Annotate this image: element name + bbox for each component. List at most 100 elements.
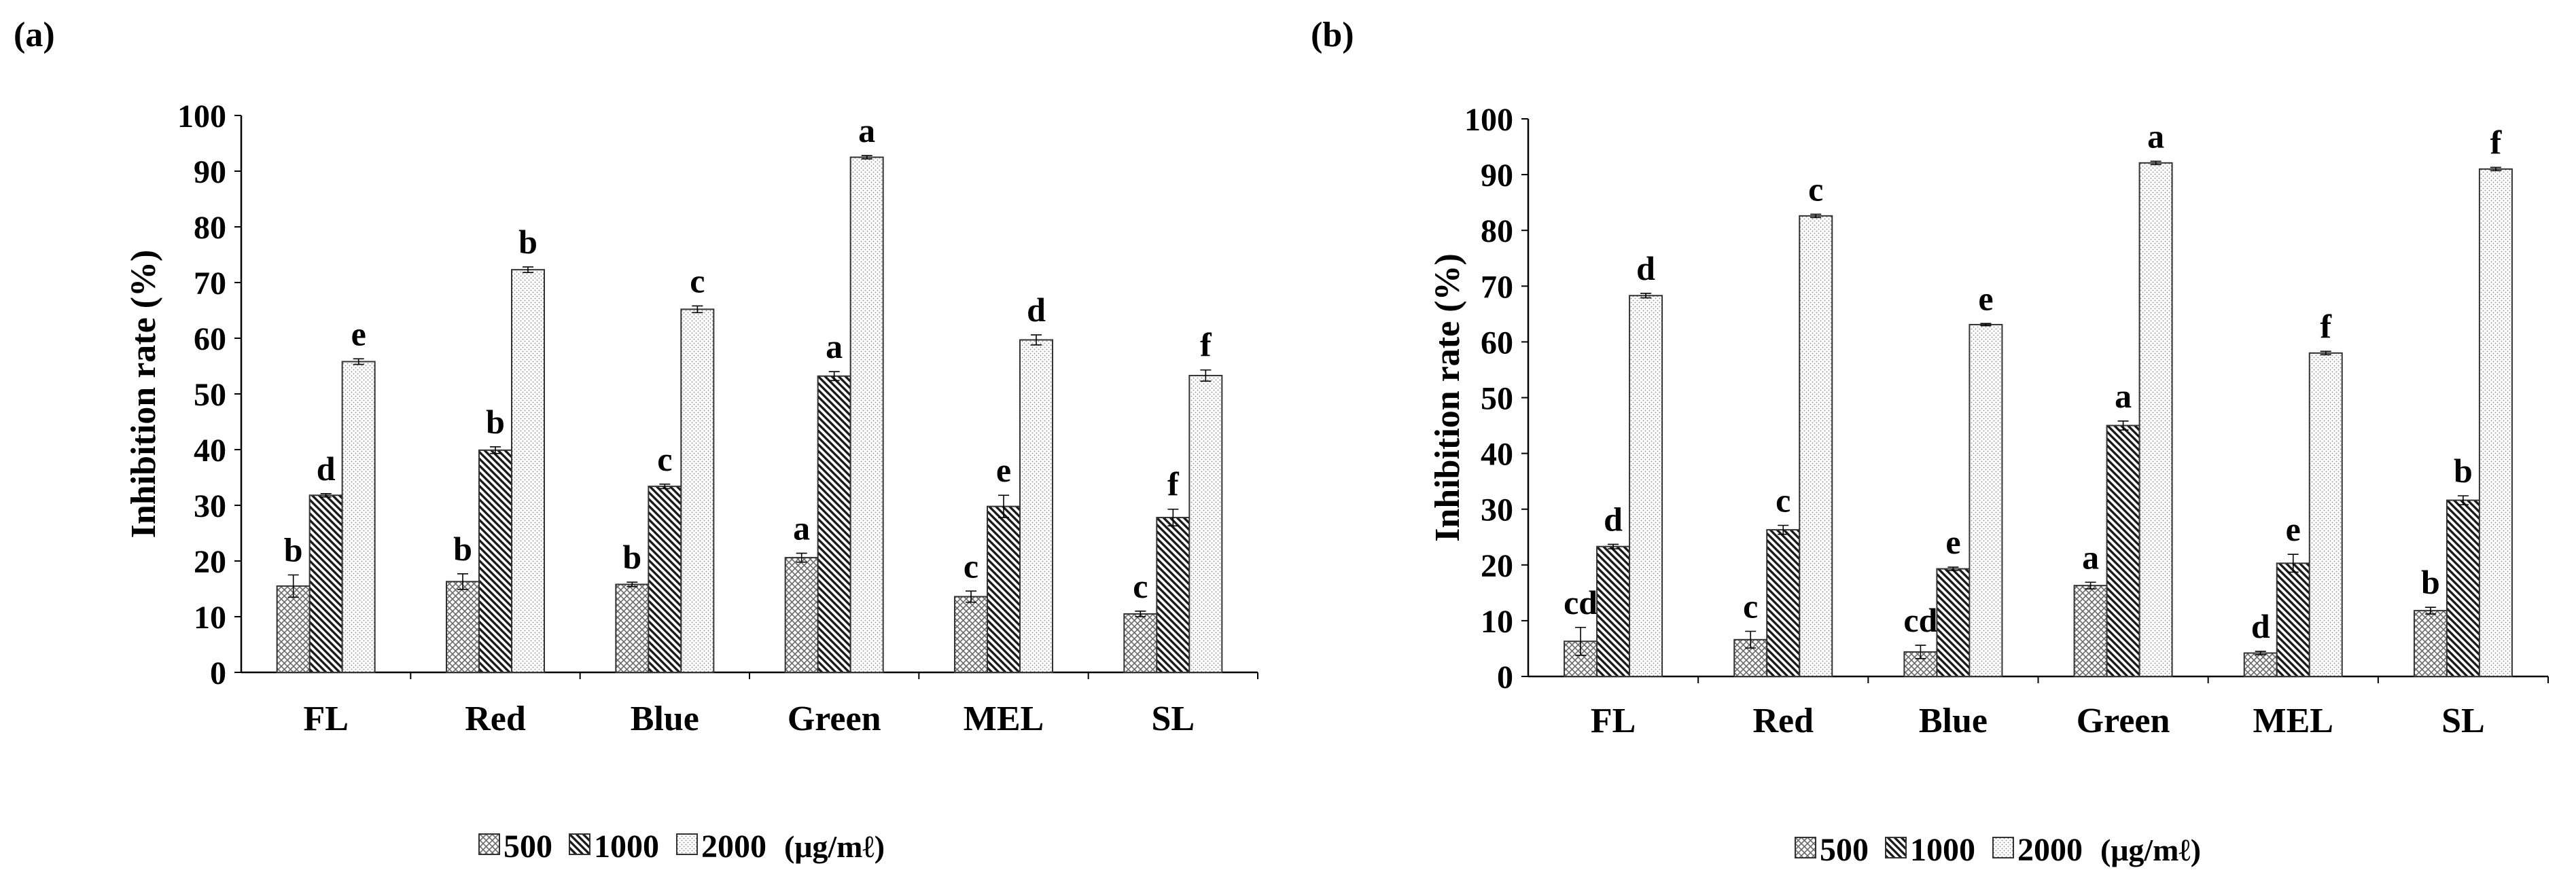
y-tick-label: 10 xyxy=(1481,604,1513,640)
significance-letter: c xyxy=(657,440,672,478)
bar-500 xyxy=(954,596,988,673)
significance-letter: e xyxy=(1945,523,1960,561)
bar-500 xyxy=(276,585,311,674)
x-category-label: MEL xyxy=(2253,702,2333,740)
x-category-label: Red xyxy=(465,700,526,738)
bar-1000 xyxy=(2276,562,2310,677)
y-tick-label: 0 xyxy=(210,655,226,691)
chart-b: Inhibition rate (%) 0 10 20 30 40 50 60 70 80 90 10… xyxy=(1428,102,2549,868)
significance-letter: d xyxy=(2251,607,2270,645)
significance-letter: d xyxy=(1604,500,1623,538)
bar-2000 xyxy=(341,361,376,673)
chart-a: Inhibition rate (%) 0 10 20 30 40 50 60 70 80 90 10… xyxy=(124,98,1258,865)
y-tick-label: 70 xyxy=(1481,269,1513,305)
significance-letter: c xyxy=(1776,482,1790,520)
x-category-label: SL xyxy=(1152,700,1195,738)
y-tick-label: 50 xyxy=(194,377,226,413)
significance-letter: e xyxy=(351,314,366,352)
significance-letter: a xyxy=(2147,117,2164,155)
significance-letter: cd xyxy=(1903,601,1937,639)
significance-letter: e xyxy=(996,451,1011,489)
chart-panel-b: (b) Inhibition rate (%) 0 10 20 30 40 50 60 70 80… xyxy=(1288,0,2575,884)
y-tick-label: 100 xyxy=(1464,102,1513,138)
y-tick-label: 60 xyxy=(1481,325,1513,361)
legend-unit: (μg/mℓ) xyxy=(784,829,885,864)
bar-1000 xyxy=(817,375,851,673)
x-category-label: Blue xyxy=(631,700,699,738)
y-tick-label: 40 xyxy=(1481,437,1513,473)
bar-2000 xyxy=(2138,162,2173,677)
significance-letter: f xyxy=(1200,326,1212,364)
y-tick-label: 80 xyxy=(1481,213,1513,249)
significance-letter: a xyxy=(793,509,810,547)
y-tick-label: 30 xyxy=(1481,492,1513,528)
significance-letter: a xyxy=(2082,538,2099,576)
legend-swatch-1000 xyxy=(1885,837,1907,858)
significance-letter: d xyxy=(1636,249,1655,287)
bar-2000 xyxy=(849,156,884,673)
bar-2000 xyxy=(1969,323,2003,678)
bar-1000 xyxy=(1596,545,1631,677)
legend-label: 1000 xyxy=(1910,832,1975,868)
bar-2000 xyxy=(1019,339,1053,673)
significance-letter: e xyxy=(1978,279,1993,317)
bar-1000 xyxy=(2106,424,2140,677)
significance-letter: c xyxy=(1743,587,1758,625)
bar-1000 xyxy=(2446,499,2480,678)
y-tick-label: 80 xyxy=(194,210,226,246)
bar-2000 xyxy=(1629,295,1663,677)
bar-2000 xyxy=(511,269,545,673)
legend-label: 2000 xyxy=(701,829,766,865)
y-tick-label: 20 xyxy=(194,544,226,580)
significance-letter: cd xyxy=(1564,583,1598,621)
bar-1000 xyxy=(987,505,1021,674)
significance-letter: f xyxy=(2320,307,2332,345)
bar-1000 xyxy=(648,486,682,673)
y-tick-label: 60 xyxy=(194,321,226,357)
y-tick-label: 10 xyxy=(194,600,226,636)
y-tick-label: 90 xyxy=(1481,158,1513,194)
bar-500 xyxy=(2073,585,2108,677)
significance-letter: b xyxy=(2454,452,2473,490)
legend-label: 500 xyxy=(1820,832,1869,868)
x-category-label: Green xyxy=(2077,702,2170,740)
x-category-label: Blue xyxy=(1919,702,1988,740)
significance-letter: f xyxy=(2490,123,2503,161)
significance-letter: a xyxy=(826,327,843,365)
legend-swatch-2000 xyxy=(1992,837,2014,858)
bar-1000 xyxy=(478,449,512,673)
x-category-label: Red xyxy=(1752,702,1814,740)
legend-swatch-500 xyxy=(1795,837,1816,858)
bar-1000 xyxy=(308,494,343,673)
y-tick-label: 20 xyxy=(1481,548,1513,584)
legend-swatch-2000 xyxy=(676,833,698,855)
legend-label: 1000 xyxy=(594,829,659,865)
bar-500 xyxy=(1123,613,1158,674)
x-category-label: FL xyxy=(1591,702,1636,740)
bar-2000 xyxy=(1799,215,1833,677)
significance-letter: e xyxy=(2286,510,2301,548)
y-tick-label: 70 xyxy=(194,266,226,302)
y-tick-label: 100 xyxy=(177,98,226,134)
significance-letter: c xyxy=(964,547,978,585)
x-category-label: FL xyxy=(303,700,348,738)
bar-2000 xyxy=(2308,352,2343,677)
y-tick-label: 90 xyxy=(194,154,226,190)
x-category-label: SL xyxy=(2441,702,2485,740)
y-tick-label: 0 xyxy=(1497,659,1513,695)
significance-letter: b xyxy=(453,530,472,568)
chart-panel-a: (a) Inhibition rate (%) 0 10 20 30 40 50 60 70 80… xyxy=(0,0,1288,884)
bar-1000 xyxy=(1936,568,1971,677)
bar-2000 xyxy=(2478,168,2513,677)
panel-label: (a) xyxy=(14,16,55,54)
bar-2000 xyxy=(680,308,715,673)
significance-letter: d xyxy=(1027,291,1046,329)
y-axis-label: Inhibition rate (%) xyxy=(1428,253,1467,542)
bar-500 xyxy=(784,557,819,674)
y-axis-label: Inhibition rate (%) xyxy=(124,250,163,539)
bar-2000 xyxy=(1188,374,1223,673)
bar-500 xyxy=(446,581,480,674)
significance-letter: c xyxy=(1133,567,1148,605)
significance-letter: b xyxy=(622,538,641,576)
y-tick-label: 50 xyxy=(1481,381,1513,417)
